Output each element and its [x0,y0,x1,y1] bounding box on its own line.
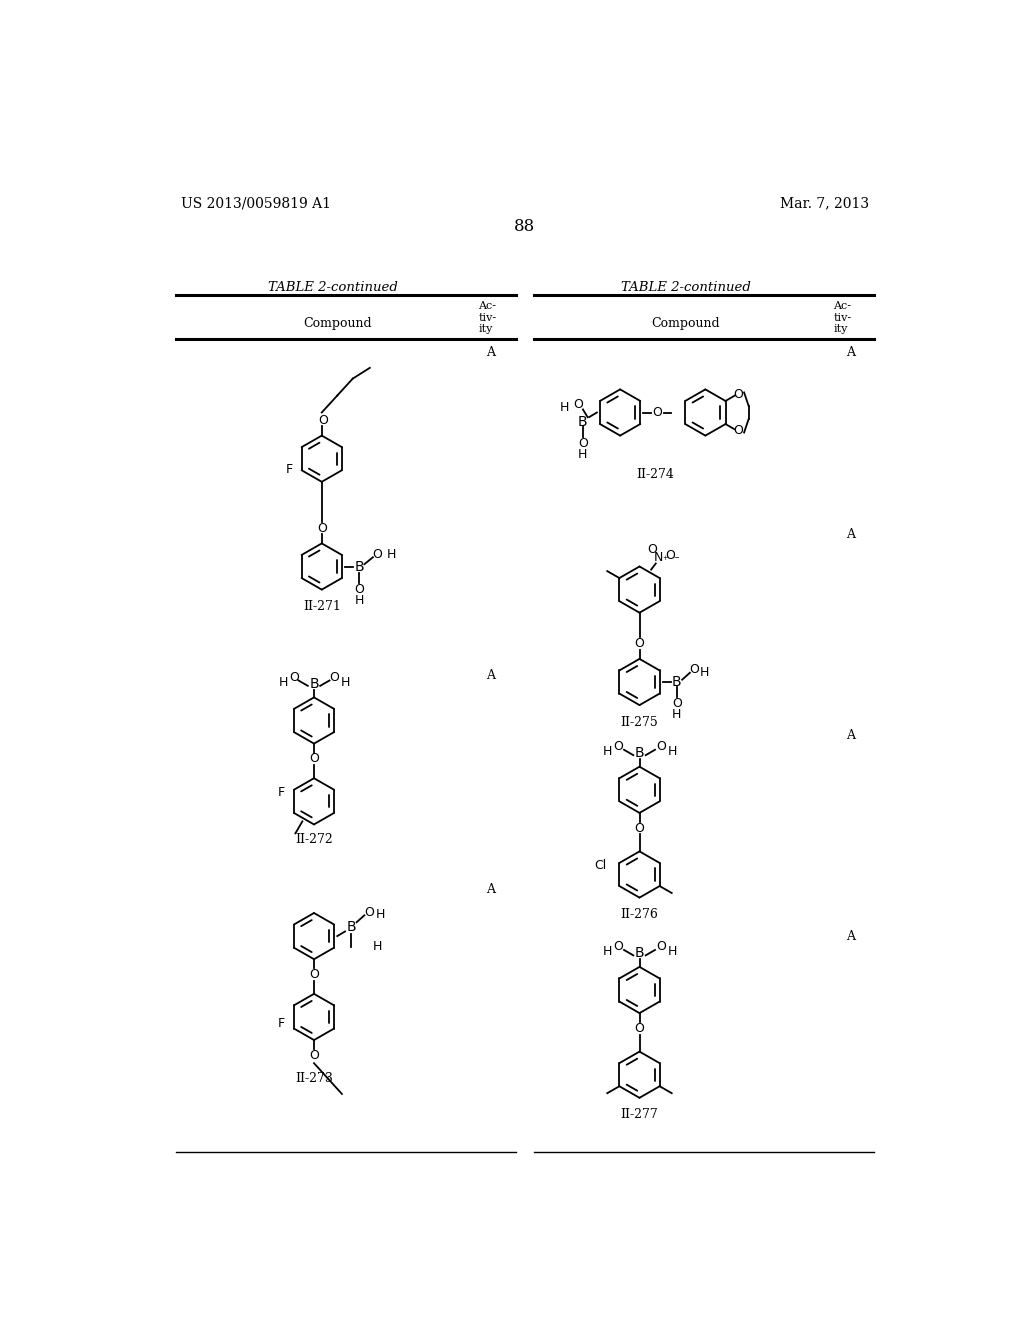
Text: 88: 88 [514,218,536,235]
Text: O: O [573,399,584,412]
Text: O: O [309,752,318,766]
Text: $^+$: $^+$ [660,556,670,565]
Text: Ac-: Ac- [834,301,851,312]
Text: O: O [354,583,364,597]
Text: US 2013/0059819 A1: US 2013/0059819 A1 [180,197,331,210]
Text: Mar. 7, 2013: Mar. 7, 2013 [779,197,869,210]
Text: O: O [612,741,623,754]
Text: tiv-: tiv- [834,313,851,323]
Text: O: O [733,425,742,437]
Text: A: A [846,528,855,541]
Text: H: H [668,945,677,958]
Text: II-277: II-277 [621,1109,658,1121]
Text: N: N [654,550,664,564]
Text: Compound: Compound [651,317,720,330]
Text: H: H [560,401,569,414]
Text: O: O [309,1049,318,1063]
Text: B: B [635,946,644,960]
Text: H: H [387,548,396,561]
Text: O: O [635,638,644,649]
Text: II-276: II-276 [621,908,658,921]
Text: tiv-: tiv- [478,313,497,323]
Text: O: O [665,549,675,562]
Text: II-275: II-275 [621,715,658,729]
Text: B: B [672,675,682,689]
Text: TABLE 2-continued: TABLE 2-continued [622,281,751,294]
Text: ity: ity [478,325,493,334]
Text: B: B [309,677,318,690]
Text: II-274: II-274 [636,467,674,480]
Text: H: H [279,676,288,689]
Text: O: O [672,697,682,710]
Text: H: H [373,940,382,953]
Text: II-271: II-271 [303,601,341,612]
Text: Cl: Cl [595,859,607,871]
Text: O: O [316,521,327,535]
Text: B: B [346,920,356,933]
Text: O: O [689,663,699,676]
Text: O: O [635,822,644,834]
Text: O: O [373,548,383,561]
Text: O: O [578,437,588,450]
Text: B: B [579,414,588,429]
Text: Compound: Compound [303,317,372,330]
Text: H: H [602,744,611,758]
Text: H: H [672,708,681,721]
Text: B: B [635,746,644,760]
Text: F: F [286,463,293,477]
Text: O: O [652,407,663,418]
Text: A: A [846,730,855,742]
Text: A: A [486,883,496,896]
Text: $^-$: $^-$ [672,556,680,565]
Text: O: O [635,1022,644,1035]
Text: H: H [579,447,588,461]
Text: H: H [354,594,364,607]
Text: A: A [486,346,496,359]
Text: TABLE 2-continued: TABLE 2-continued [268,281,398,294]
Text: A: A [846,346,855,359]
Text: II-273: II-273 [295,1072,333,1085]
Text: O: O [656,940,667,953]
Text: O: O [656,741,667,754]
Text: H: H [668,744,677,758]
Text: O: O [309,968,318,981]
Text: F: F [278,785,285,799]
Text: Ac-: Ac- [478,301,497,312]
Text: ity: ity [834,325,848,334]
Text: O: O [329,671,339,684]
Text: H: H [700,667,710,680]
Text: F: F [278,1016,285,1030]
Text: A: A [846,929,855,942]
Text: O: O [289,671,299,684]
Text: B: B [354,560,364,574]
Text: O: O [612,940,623,953]
Text: II-272: II-272 [295,833,333,846]
Text: O: O [733,388,742,400]
Text: H: H [376,908,385,921]
Text: H: H [602,945,611,958]
Text: A: A [486,669,496,682]
Text: O: O [648,543,657,556]
Text: O: O [365,906,374,919]
Text: H: H [340,676,349,689]
Text: O: O [318,413,329,426]
